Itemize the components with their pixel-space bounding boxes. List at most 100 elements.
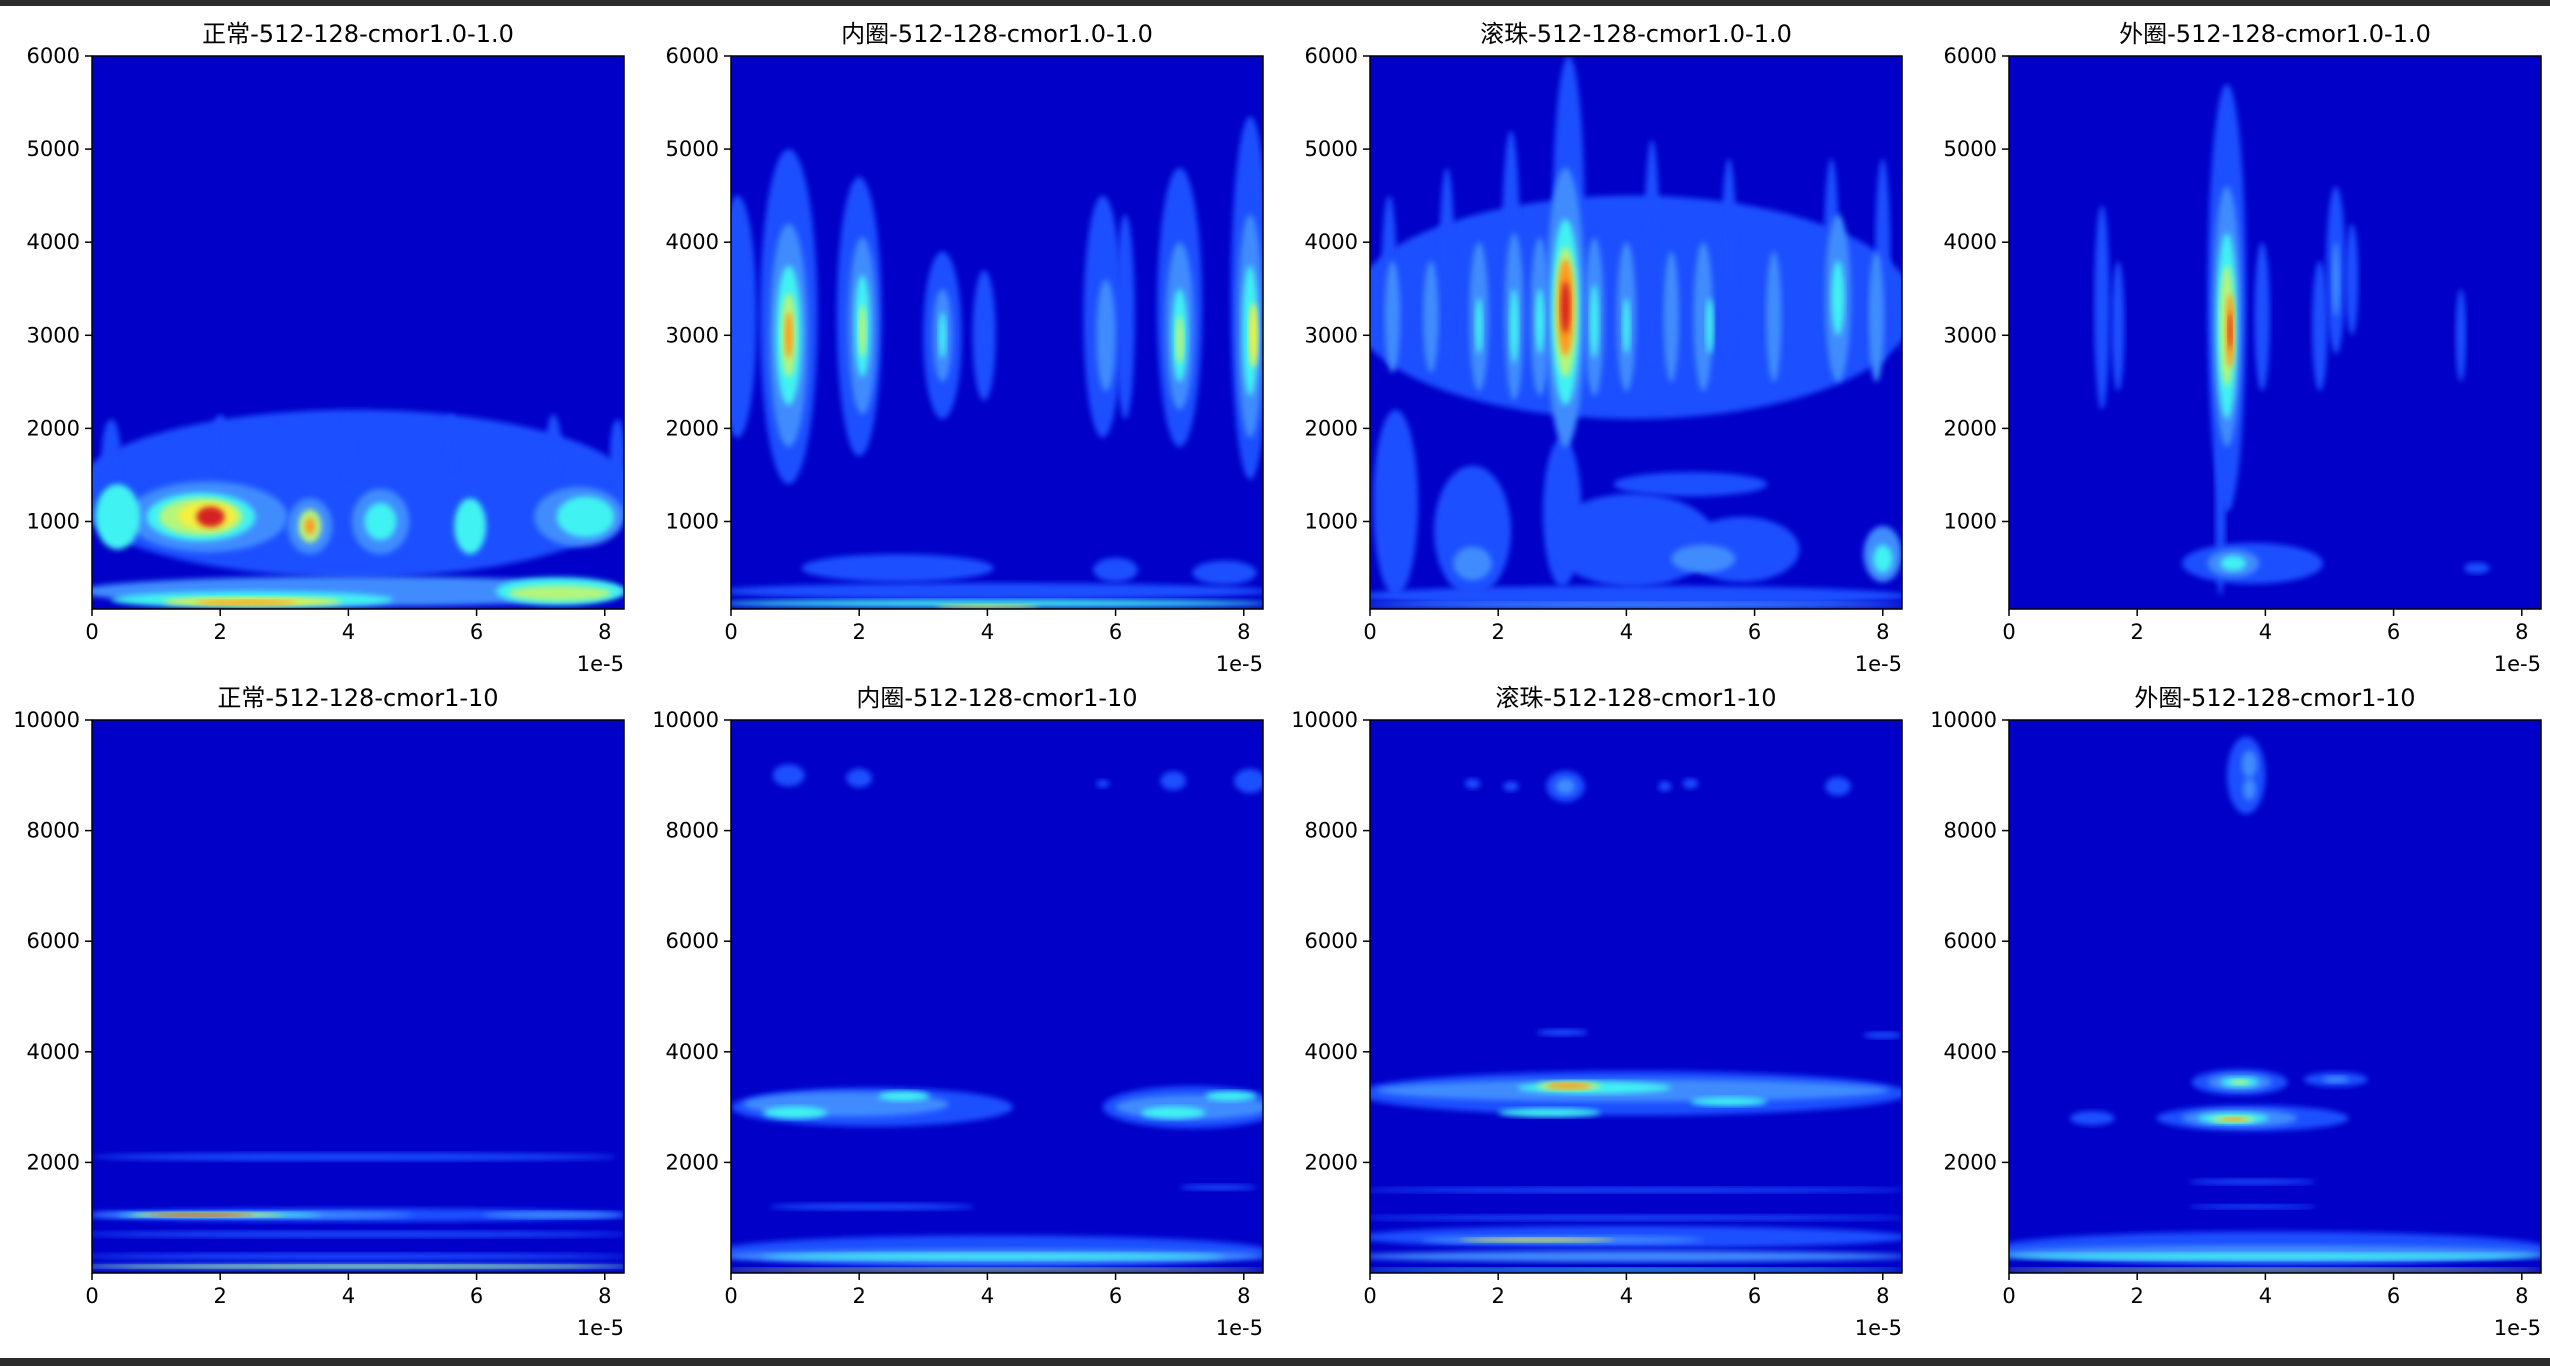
y-tick-label: 6000	[666, 44, 719, 68]
contour-blob	[92, 1253, 624, 1260]
contour-layer	[92, 1152, 624, 1270]
x-tick-label: 6	[1109, 1284, 1122, 1308]
contour-blob	[2464, 562, 2490, 574]
contour-blob	[1370, 1268, 1902, 1272]
x-tick-label: 4	[981, 620, 994, 644]
contour-blob	[846, 768, 873, 788]
x-tick-label: 0	[2002, 1284, 2015, 1308]
contour-blob	[1721, 158, 1737, 364]
contour-blob	[801, 554, 994, 583]
contour-blob	[1234, 768, 1263, 793]
x-tick-label: 2	[214, 1284, 227, 1308]
contour-blob	[1093, 557, 1139, 583]
contour-blob	[1509, 288, 1519, 364]
contour-blob	[1205, 1091, 1257, 1102]
x-tick-label: 0	[724, 1284, 737, 1308]
y-tick-label: 1000	[1305, 509, 1358, 533]
spectrogram-panel: 内圈-512-128-cmor1-10 0 2 4 6 8 1e-5 2000 4000 6000…	[652, 684, 1264, 1340]
y-tick-label: 6000	[1305, 929, 1358, 953]
contour-blob	[972, 270, 996, 401]
contour-blob	[194, 600, 298, 605]
axes-frame	[2008, 719, 2542, 1274]
x-offset-label: 1e-5	[1855, 652, 1902, 676]
spectrogram-panel: 滚珠-512-128-cmor1-10 0 2 4 6 8 1e-5 2000 4000 6000…	[1291, 684, 1903, 1340]
y-tick-label: 1000	[27, 509, 80, 533]
y-tick-label: 10000	[1291, 708, 1358, 732]
window-top-edge	[0, 0, 2550, 6]
contour-blob	[1766, 251, 1782, 382]
x-tick-label: 8	[598, 620, 611, 644]
contour-blob	[938, 312, 947, 359]
contour-blob	[1825, 776, 1851, 796]
y-tick-label: 2000	[666, 1150, 719, 1174]
panel-title: 正常-512-128-cmor1-10	[217, 684, 498, 712]
plot-area	[2009, 720, 2541, 1273]
x-offset-label: 1e-5	[2494, 652, 2541, 676]
x-offset-label: 1e-5	[1216, 652, 1263, 676]
panel-title: 滚珠-512-128-cmor1.0-1.0	[1480, 20, 1792, 48]
contour-blob	[2254, 242, 2270, 392]
contour-blob	[556, 496, 615, 538]
contour-blob	[443, 414, 459, 471]
x-tick-label: 6	[2387, 1284, 2400, 1308]
contour-blob	[1373, 409, 1419, 596]
panel-title: 滚珠-512-128-cmor1-10	[1495, 684, 1776, 712]
contour-blob	[1370, 585, 1902, 607]
contour-blob	[95, 484, 141, 550]
y-tick-label: 2000	[1944, 1150, 1997, 1174]
y-tick-label: 6000	[1944, 929, 1997, 953]
contour-blob	[1192, 560, 1257, 585]
x-tick-label: 4	[342, 620, 355, 644]
y-tick-label: 2000	[1305, 416, 1358, 440]
contour-blob	[1536, 1029, 1588, 1036]
contour-blob	[340, 414, 357, 480]
y-tick-label: 8000	[1944, 819, 1997, 843]
contour-blob	[784, 312, 793, 359]
contour-blob	[2188, 1204, 2317, 1209]
contour-blob	[763, 1106, 828, 1119]
x-tick-label: 8	[1237, 620, 1250, 644]
contour-blob	[731, 1268, 1263, 1272]
contour-blob	[454, 498, 487, 555]
contour-blob	[2111, 260, 2125, 392]
y-tick-label: 3000	[1944, 323, 1997, 347]
contour-blob	[878, 1091, 930, 1102]
panel-title: 内圈-512-128-cmor1.0-1.0	[841, 20, 1153, 48]
x-tick-label: 6	[1748, 620, 1761, 644]
contour-blob	[2188, 1178, 2317, 1185]
contour-blob	[2220, 1117, 2247, 1122]
contour-blob	[2241, 750, 2258, 779]
contour-blob	[2009, 1253, 2541, 1260]
x-tick-label: 0	[724, 620, 737, 644]
contour-layer	[731, 764, 1263, 1272]
y-tick-label: 5000	[1944, 137, 1997, 161]
contour-blob	[609, 419, 624, 494]
contour-blob	[2345, 223, 2359, 336]
y-tick-label: 10000	[1930, 708, 1997, 732]
y-tick-label: 2000	[27, 416, 80, 440]
panel-title: 正常-512-128-cmor1.0-1.0	[202, 20, 514, 48]
contour-layer	[1370, 56, 1902, 609]
contour-blob	[1498, 1108, 1601, 1118]
y-tick-label: 3000	[666, 323, 719, 347]
axes-frame	[1369, 55, 1903, 610]
panel-title: 外圈-512-128-cmor1.0-1.0	[2119, 20, 2431, 48]
y-tick-label: 4000	[1944, 230, 1997, 254]
contour-blob	[212, 414, 228, 471]
axes-frame	[91, 719, 625, 1274]
contour-blob	[1555, 778, 1576, 795]
y-tick-label: 4000	[27, 1040, 80, 1064]
contour-blob	[936, 604, 1039, 609]
x-tick-label: 2	[1492, 1284, 1505, 1308]
contour-blob	[1160, 771, 1187, 791]
y-tick-label: 1000	[666, 509, 719, 533]
contour-blob	[1622, 298, 1631, 354]
contour-blob	[1248, 302, 1258, 368]
contour-blob	[101, 419, 121, 494]
spectrogram-panel: 正常-512-128-cmor1.0-1.0 0 2 4 6 8 1e-5 1000 2000 3…	[27, 20, 625, 676]
x-tick-label: 2	[853, 620, 866, 644]
contour-blob	[1096, 779, 1110, 788]
x-tick-label: 4	[1620, 620, 1633, 644]
x-tick-label: 8	[1876, 1284, 1889, 1308]
